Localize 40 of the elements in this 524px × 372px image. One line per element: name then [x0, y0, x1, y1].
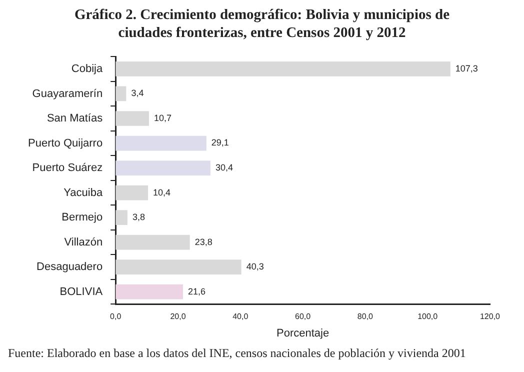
x-tick-label: 120,0: [480, 312, 501, 322]
bar: [116, 210, 128, 225]
bar: [116, 284, 183, 300]
y-tick-label: Guayaramerín: [32, 88, 103, 100]
y-tick-label: BOLIVIA: [60, 286, 104, 298]
bar: [116, 86, 126, 102]
bar: [116, 62, 450, 76]
bar: [116, 136, 206, 151]
data-label: 107,3: [455, 63, 478, 74]
y-tick-label: Bermejo: [62, 212, 103, 224]
x-tick-label: 60,0: [295, 312, 312, 322]
y-tick-label: Cobija: [71, 63, 104, 76]
x-tick-label: 20,0: [170, 312, 186, 322]
y-tick-label: Puerto Suárez: [32, 162, 103, 174]
bar: [116, 185, 148, 200]
data-label: 40,3: [246, 262, 264, 272]
y-tick-label: Yacuiba: [64, 186, 104, 199]
data-label: 23,8: [194, 236, 212, 247]
source-note: Fuente: Elaborado en base a los datos del INE, censos nacionales de población y vivienda 2001: [8, 346, 467, 361]
data-label: 3,4: [131, 88, 144, 98]
x-tick-label: 100,0: [418, 312, 438, 322]
bar: [116, 234, 190, 250]
bar: [116, 160, 210, 176]
chart-title: Gráfico 2. Crecimiento demográfico: Bolivia y municipios de ciudades fronterizas, entre Censos 2001 y 2012: [73, 6, 451, 42]
data-label: 10,7: [154, 112, 172, 123]
data-label: 21,6: [188, 286, 206, 296]
bar: [116, 111, 149, 126]
x-tick-label: 40,0: [232, 312, 249, 322]
data-label: 30,4: [215, 162, 233, 173]
x-axis-title: Porcentaje: [276, 327, 330, 340]
x-tick-label: 80,0: [357, 312, 374, 322]
x-tick-label: 0,0: [110, 312, 122, 322]
y-tick-label: Desaguadero: [36, 261, 103, 274]
bar: [116, 260, 242, 274]
y-tick-label: Puerto Quijarro: [28, 137, 103, 150]
y-tick-label: San Matías: [46, 112, 104, 125]
data-label: 3,8: [132, 212, 145, 222]
y-tick-label: Villazón: [64, 236, 103, 248]
data-label: 10,4: [153, 187, 171, 198]
data-label: 29,1: [211, 138, 229, 148]
